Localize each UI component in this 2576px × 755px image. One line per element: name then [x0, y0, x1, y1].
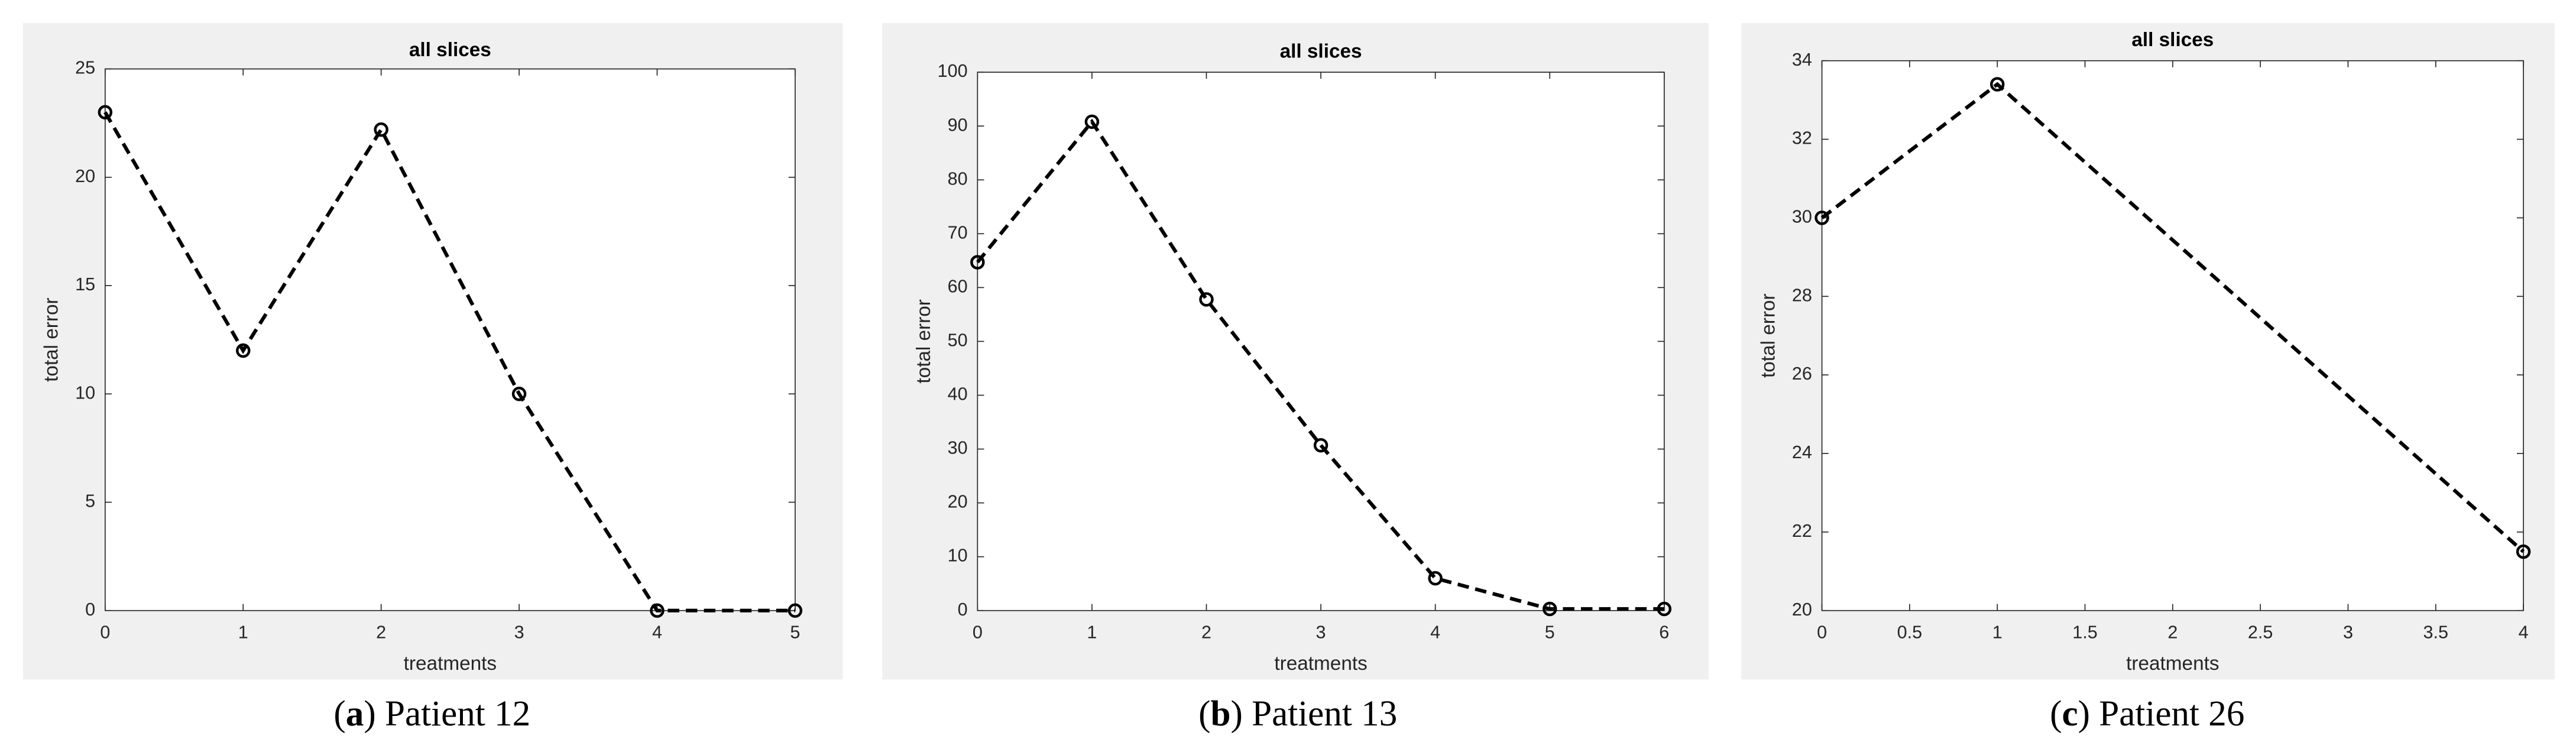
- x-tick-label: 3: [514, 623, 524, 643]
- y-tick-label: 0: [958, 600, 968, 620]
- x-tick-label: 2: [376, 623, 386, 643]
- caption-label: b: [1210, 694, 1230, 734]
- data-point: [788, 603, 803, 618]
- data-point: [1084, 114, 1100, 129]
- y-tick-label: 30: [1792, 206, 1812, 226]
- y-tick-label: 20: [1792, 600, 1812, 620]
- y-tick-label: 80: [948, 169, 968, 189]
- x-tick-label: 4: [1430, 623, 1440, 643]
- y-tick-label: 25: [75, 58, 95, 78]
- data-point: [1814, 210, 1829, 225]
- y-tick-label: 34: [1792, 50, 1812, 70]
- data-line: [976, 118, 1664, 611]
- data-point: [98, 105, 113, 120]
- data-line: [1820, 82, 2525, 553]
- y-tick-label: 22: [1792, 521, 1812, 541]
- y-tick-label: 28: [1792, 285, 1812, 305]
- data-point: [1657, 601, 1672, 617]
- plot-area: [977, 72, 1665, 611]
- x-tick-label: 3: [1316, 623, 1326, 643]
- data-point: [650, 603, 665, 618]
- x-tick-label: 5: [1545, 623, 1555, 643]
- caption-text: Patient 12: [385, 694, 530, 734]
- data-point: [1313, 438, 1328, 453]
- chart-title: all slices: [409, 39, 491, 61]
- y-tick-label: 50: [948, 330, 968, 350]
- caption-label: c: [2062, 694, 2078, 734]
- chart-title: all slices: [2131, 29, 2214, 51]
- data-point: [374, 122, 388, 137]
- y-tick-label: 20: [948, 492, 968, 512]
- caption: (a) Patient 12: [333, 694, 530, 734]
- x-axis-label: treatments: [1274, 653, 1367, 675]
- y-tick-label: 30: [948, 438, 968, 458]
- x-tick-label: 1: [1992, 623, 2003, 643]
- y-tick-label: 40: [948, 384, 968, 404]
- caption-text: Patient 26: [2099, 694, 2244, 734]
- x-tick-label: 6: [1659, 623, 1669, 643]
- caption: (c) Patient 26: [2050, 694, 2244, 734]
- x-tick-label: 1: [1087, 623, 1097, 643]
- y-tick-label: 0: [85, 600, 95, 620]
- plot-area: [1821, 60, 2524, 611]
- y-tick-label: 100: [938, 61, 968, 81]
- y-tick-label: 5: [85, 491, 95, 511]
- x-tick-label: 1.5: [2072, 623, 2097, 643]
- caption-text: Patient 13: [1252, 694, 1397, 734]
- x-tick-label: 4: [652, 623, 662, 643]
- y-tick-label: 26: [1792, 364, 1812, 384]
- y-axis-label: total error: [913, 299, 935, 383]
- data-point: [970, 255, 985, 270]
- data-point: [511, 387, 527, 401]
- x-tick-label: 0: [973, 623, 983, 643]
- x-tick-label: 2: [2167, 623, 2178, 643]
- plot-area: [105, 68, 796, 611]
- y-tick-label: 90: [948, 115, 968, 135]
- y-axis-label: total error: [41, 297, 63, 381]
- y-tick-label: 20: [75, 166, 95, 186]
- x-axis-label: treatments: [404, 653, 497, 675]
- y-axis-label: total error: [1757, 293, 1779, 377]
- data-point: [1543, 601, 1557, 617]
- y-tick-label: 70: [948, 222, 968, 242]
- x-tick-label: 2: [1201, 623, 1211, 643]
- y-tick-label: 32: [1792, 128, 1812, 148]
- data-point: [1989, 77, 2005, 92]
- caption-label: a: [346, 694, 364, 734]
- x-tick-label: 0.5: [1897, 623, 1922, 643]
- chart-title: all slices: [1280, 41, 1362, 63]
- x-tick-label: 0: [100, 623, 110, 643]
- data-point: [2516, 544, 2531, 559]
- data-point: [1428, 571, 1443, 586]
- x-tick-label: 4: [2519, 623, 2529, 643]
- x-tick-label: 1: [238, 623, 248, 643]
- y-tick-label: 15: [75, 274, 95, 294]
- y-tick-label: 10: [75, 383, 95, 403]
- x-tick-label: 3.5: [2423, 623, 2448, 643]
- x-tick-label: 2.5: [2248, 623, 2273, 643]
- data-point: [236, 343, 251, 358]
- data-point: [1199, 292, 1214, 307]
- caption: (b) Patient 13: [1198, 694, 1397, 734]
- y-tick-label: 24: [1792, 442, 1812, 462]
- x-tick-label: 0: [1817, 623, 1827, 643]
- y-tick-label: 10: [948, 546, 968, 566]
- x-tick-label: 3: [2343, 623, 2353, 643]
- x-axis-label: treatments: [2126, 653, 2219, 675]
- y-tick-label: 60: [948, 276, 968, 296]
- x-tick-label: 5: [790, 623, 800, 643]
